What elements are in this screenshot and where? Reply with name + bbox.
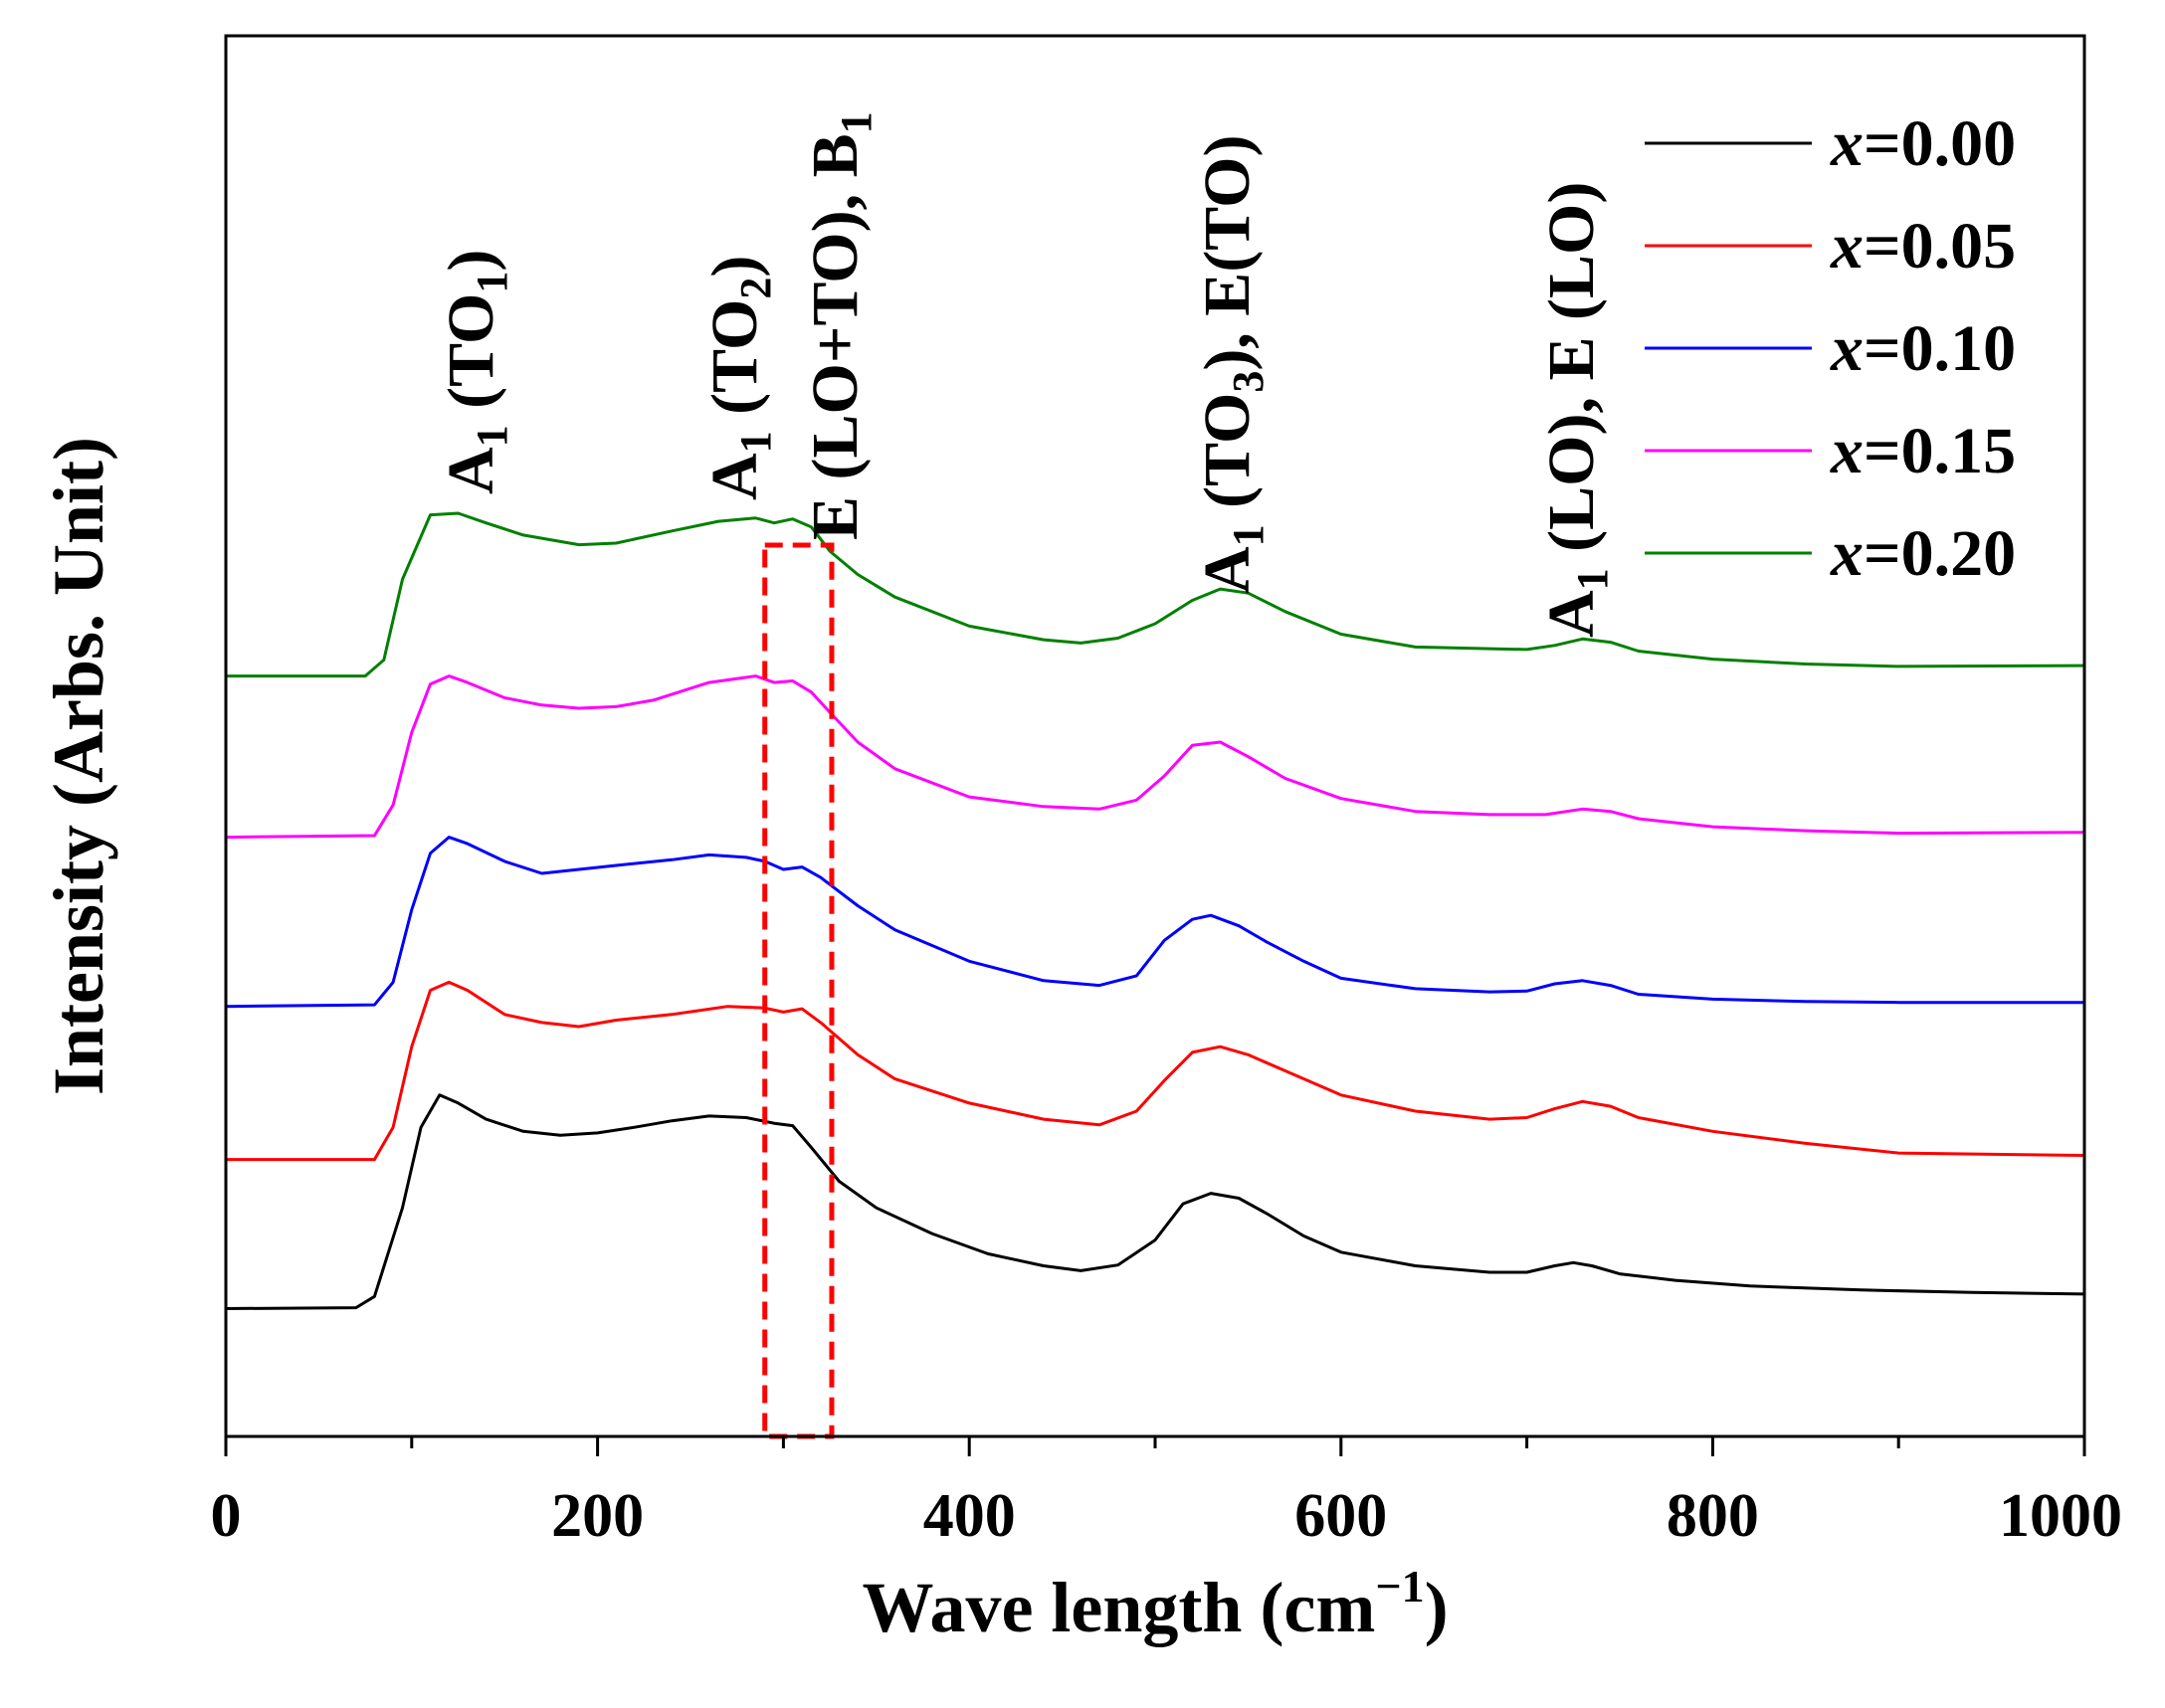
series-group (225, 511, 2085, 1310)
series-line-1 (226, 980, 2085, 1162)
annotation-e-lo-to-b1: E (LO+TO), B1 (799, 111, 881, 540)
x-tick-label: 200 (551, 1482, 644, 1550)
legend-label: x=0.15 (1830, 415, 2016, 487)
x-tick-label: 1000 (1999, 1482, 2122, 1550)
annotation-a1-to1: A1 (TO1) (435, 250, 516, 494)
series-line-0 (225, 1093, 2085, 1310)
legend-label: x=0.05 (1830, 210, 2016, 283)
legend-item: x=0.05 (1645, 210, 2016, 283)
legend: x=0.00 x=0.05 x=0.10 x=0.15 x=0.20 (1645, 107, 2016, 590)
series-line-2 (225, 836, 2084, 1009)
highlight-region-box (762, 542, 835, 1439)
legend-item: x=0.20 (1645, 517, 2016, 590)
annotation-a1-lo-elo: A1 (LO), E (LO) (1535, 182, 1617, 638)
annotation-a1-to3-eto: A1 (TO3), E(TO) (1191, 135, 1273, 594)
x-tick-label: 600 (1294, 1482, 1387, 1550)
legend-item: x=0.15 (1645, 415, 2016, 487)
legend-item: x=0.10 (1645, 312, 2016, 385)
series-line-4 (226, 511, 2085, 678)
x-axis-ticks: 0 200 400 600 800 1000 (211, 1436, 2122, 1550)
x-tick-label: 0 (211, 1482, 242, 1550)
x-tick-label: 400 (923, 1482, 1016, 1550)
legend-label: x=0.00 (1830, 107, 2016, 180)
annotation-a1-to2: A1 (TO2) (698, 256, 780, 500)
y-axis-title: Intensity (Arbs. Unit) (39, 437, 118, 1095)
legend-label: x=0.10 (1830, 312, 2016, 385)
x-axis-title: Wave length (cm−1) (862, 1561, 1448, 1647)
legend-item: x=0.00 (1645, 107, 2016, 180)
x-tick-label: 800 (1667, 1482, 1759, 1550)
series-line-3 (225, 674, 2085, 840)
legend-label: x=0.20 (1830, 517, 2016, 590)
